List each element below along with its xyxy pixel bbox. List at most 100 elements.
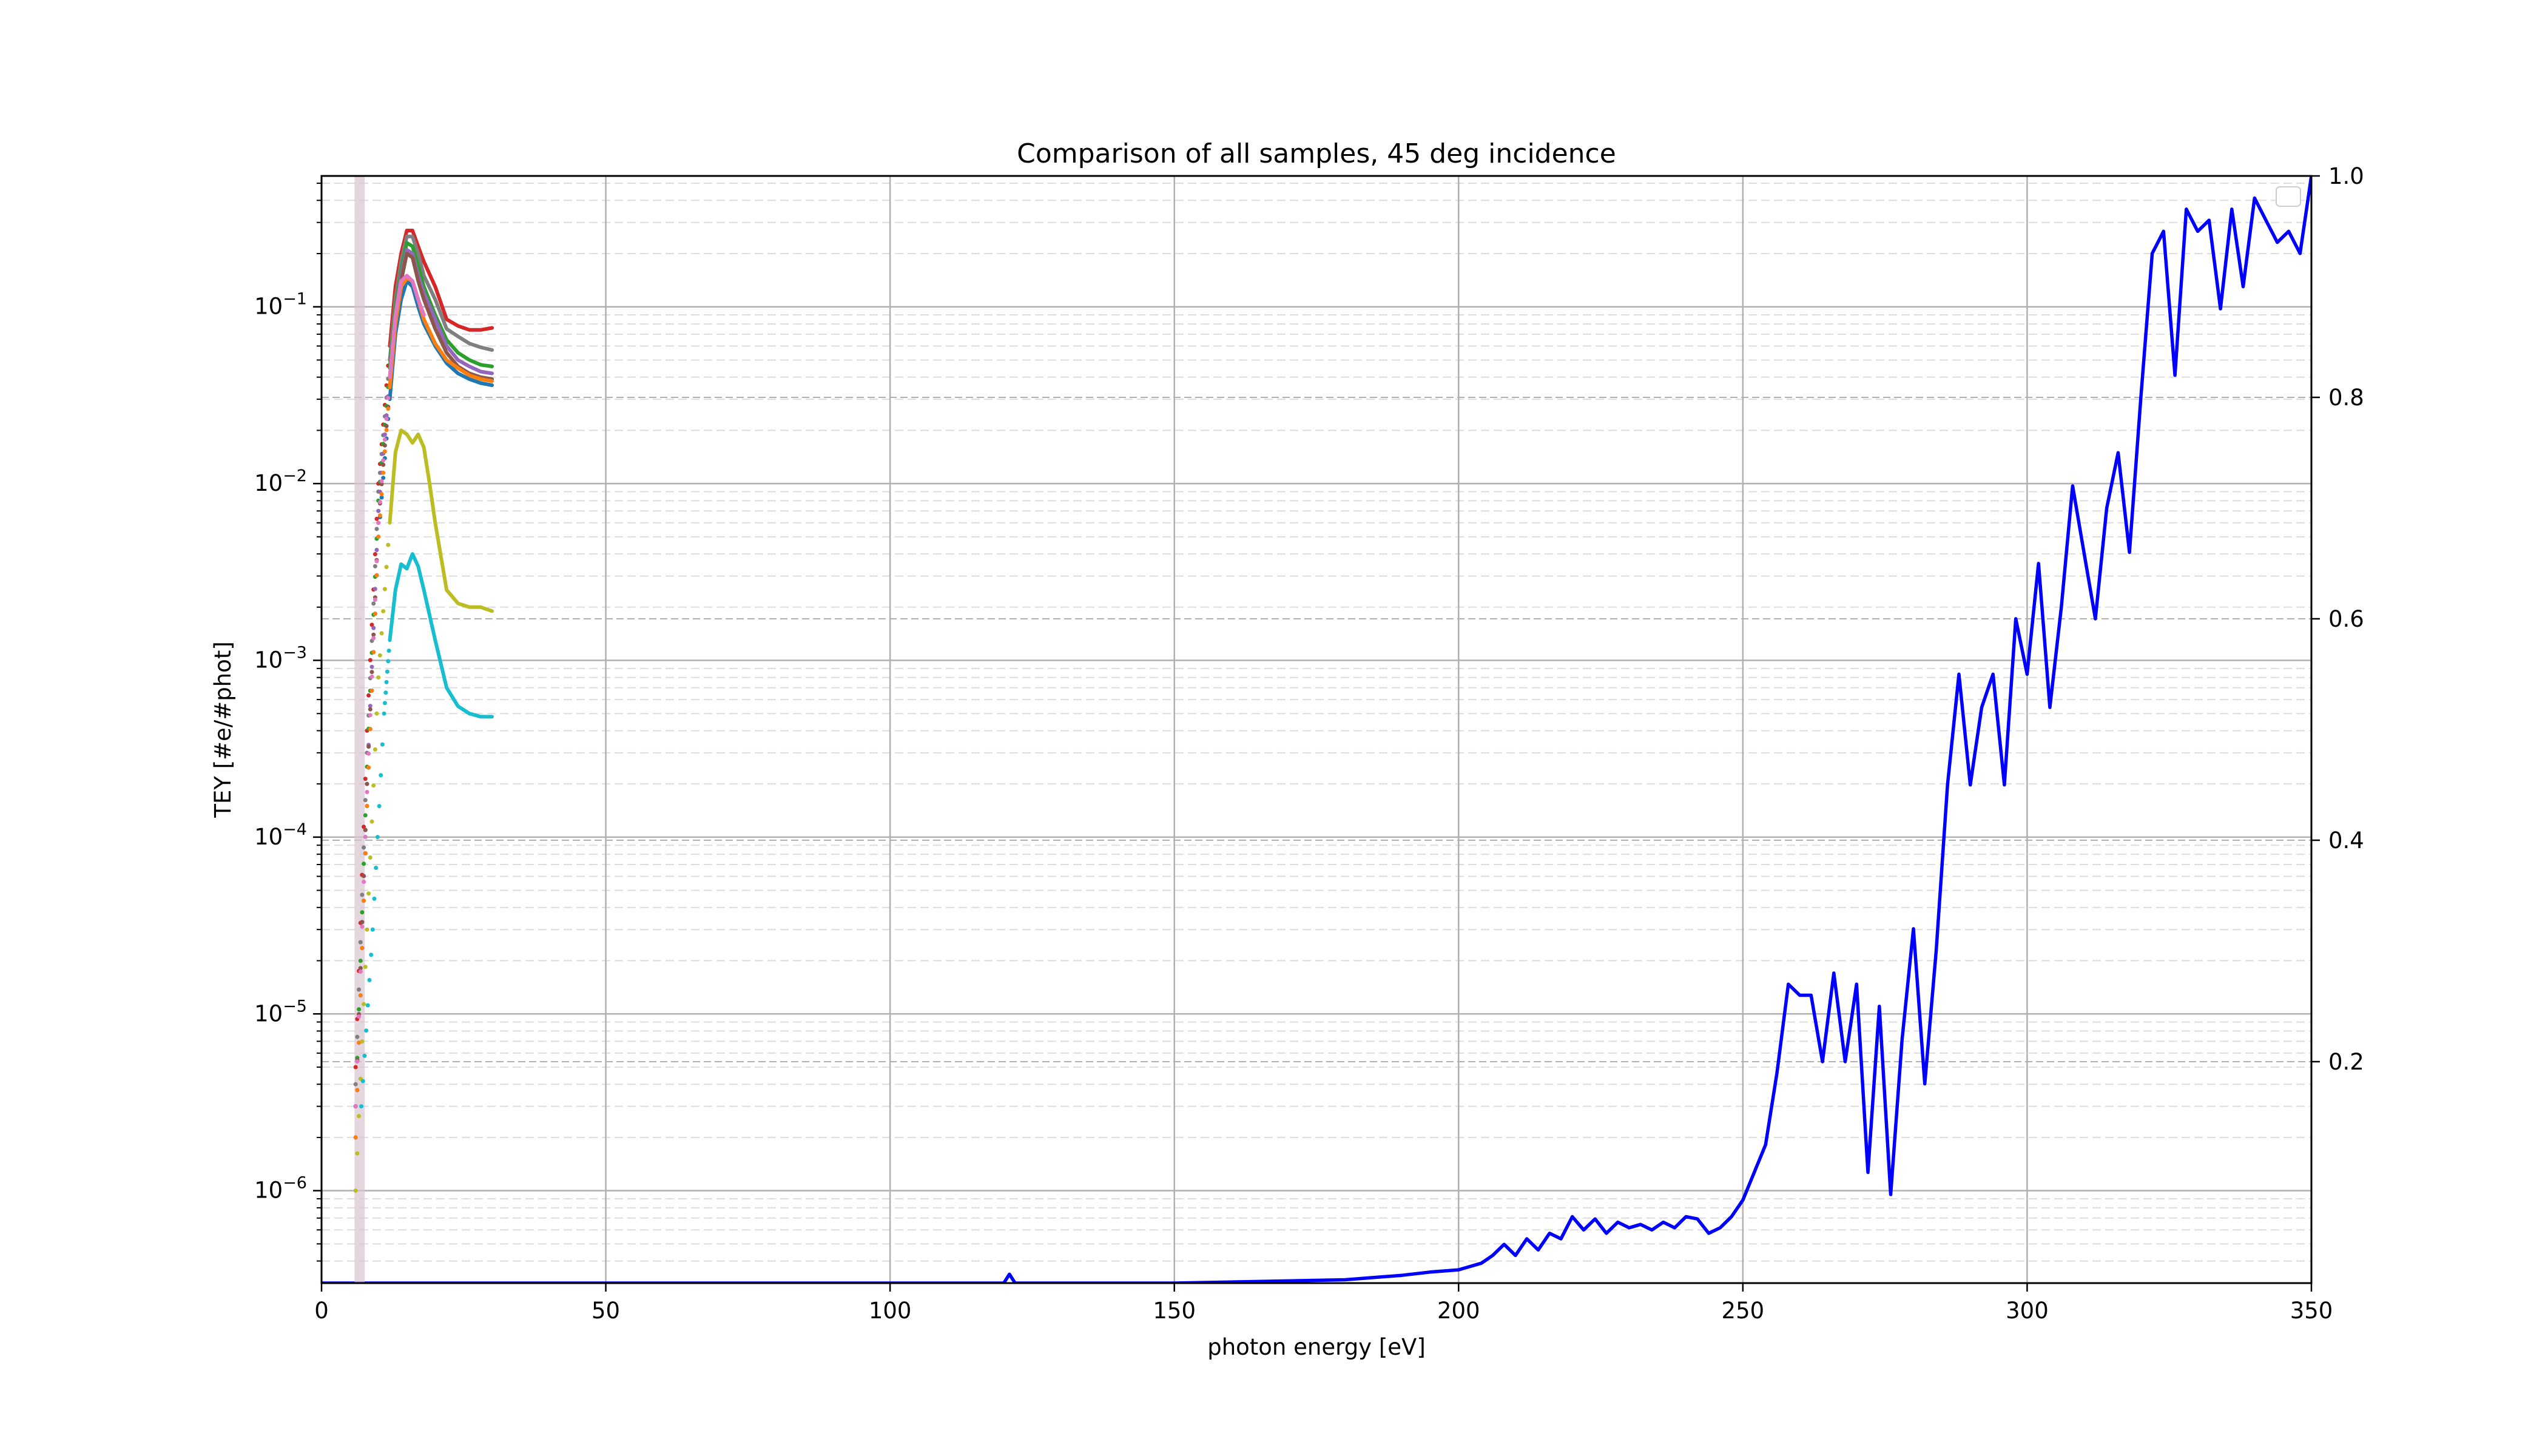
left-series-point [377, 500, 382, 504]
left-series-point [381, 462, 386, 467]
left-series-point [363, 835, 368, 839]
left-series-point [357, 1014, 362, 1019]
left-series-point [372, 587, 377, 592]
left-series-point [357, 1007, 362, 1012]
left-series-point [376, 534, 381, 539]
left-series-point [381, 476, 386, 480]
left-series-point [374, 711, 379, 716]
left-series-point [353, 1188, 358, 1193]
left-series-point [384, 413, 389, 418]
y-tick-label: 10−3 [254, 643, 307, 673]
left-series-point [382, 587, 387, 592]
y-axis-label: TEY [#e/#phot] [210, 641, 236, 818]
left-series-point [368, 704, 372, 709]
left-series-point [365, 1003, 370, 1008]
left-series-point [382, 443, 387, 448]
x-tick-label: 200 [1437, 1298, 1480, 1324]
left-series-point [368, 707, 372, 712]
x-axis-label: photon energy [eV] [1207, 1334, 1426, 1360]
left-series-point [382, 449, 387, 454]
left-series-point [371, 783, 376, 788]
left-series-point [371, 650, 376, 655]
left-series-point [360, 892, 365, 897]
left-series-point [362, 861, 366, 866]
axes-frame [320, 175, 2313, 1284]
left-series-point [386, 396, 391, 400]
left-series-point [384, 416, 389, 421]
left-series-point [379, 495, 384, 500]
x-tick-label: 50 [592, 1298, 620, 1324]
left-series-point [365, 804, 369, 809]
left-series-point [370, 927, 375, 932]
left-series-point [386, 659, 391, 664]
left-series-point [382, 701, 387, 706]
left-series-point [357, 1114, 362, 1119]
left-series-point [379, 492, 384, 496]
left-series-line [388, 552, 494, 719]
left-series-point [369, 952, 374, 957]
left-series-point [363, 851, 368, 856]
left-series-point [368, 658, 372, 662]
left-series-point [376, 521, 381, 525]
left-series-point [360, 910, 365, 915]
y-tick-label: 10−2 [254, 467, 307, 496]
legend-box [2276, 186, 2301, 207]
left-series-point [355, 1034, 360, 1039]
left-series-point [355, 1059, 360, 1064]
left-series-point [369, 819, 374, 824]
left-series-point [358, 966, 363, 971]
x-tick-label: 350 [2290, 1298, 2333, 1324]
left-series-point [366, 765, 371, 770]
left-series-point [358, 993, 363, 998]
y-tick-label: 10−1 [254, 290, 307, 320]
left-series-point [353, 1135, 358, 1140]
y2-tick-label: 0.8 [2328, 385, 2364, 411]
left-series-point [369, 670, 374, 675]
left-series-point [358, 969, 363, 974]
left-series-point [366, 693, 371, 698]
y-axis-right: 0.2 0.4 0.6 0.8 1.0 [2311, 163, 2364, 1075]
left-series-point [357, 1040, 362, 1045]
left-series-point [360, 1079, 365, 1084]
left-series-point [369, 674, 374, 679]
left-series-point [360, 925, 365, 929]
left-series-line [388, 274, 426, 379]
x-tick-label: 150 [1153, 1298, 1196, 1324]
left-series-point [377, 653, 382, 658]
left-series-point [386, 542, 391, 547]
left-series-point [374, 548, 379, 552]
left-series-point [368, 727, 372, 732]
y2-tick-label: 0.4 [2328, 827, 2364, 854]
left-series-point [360, 1039, 365, 1044]
left-series-point [362, 824, 366, 829]
left-series-point [353, 1104, 358, 1109]
left-series-line [388, 234, 494, 362]
x-tick-label: 250 [1722, 1298, 1765, 1324]
left-series-point [362, 1053, 367, 1058]
chart-title: Comparison of all samples, 45 deg incide… [1017, 138, 1616, 169]
y-axis-left: 10−6 10−5 10−4 10−3 10−2 10−1 [254, 183, 322, 1262]
left-series-point [379, 773, 383, 778]
left-series-point [366, 744, 371, 749]
x-tick-label: 100 [869, 1298, 912, 1324]
left-series-line [388, 279, 494, 402]
left-series-point [363, 813, 368, 818]
left-series-point [365, 790, 369, 794]
left-series-point [362, 880, 366, 884]
left-series-point [358, 959, 363, 963]
left-axis-series [353, 176, 494, 1283]
left-series-point [362, 898, 366, 903]
x-tick-label: 0 [314, 1298, 329, 1324]
plot-area [322, 176, 2311, 1283]
left-series-point [360, 920, 365, 925]
left-series-point [382, 711, 386, 716]
left-series-point [380, 742, 385, 747]
left-series-point [362, 845, 366, 850]
y-tick-label: 10−5 [254, 997, 307, 1026]
left-series-point [381, 458, 386, 463]
left-series-point [379, 479, 384, 484]
left-series-point [374, 527, 379, 531]
left-series-point [374, 559, 379, 564]
